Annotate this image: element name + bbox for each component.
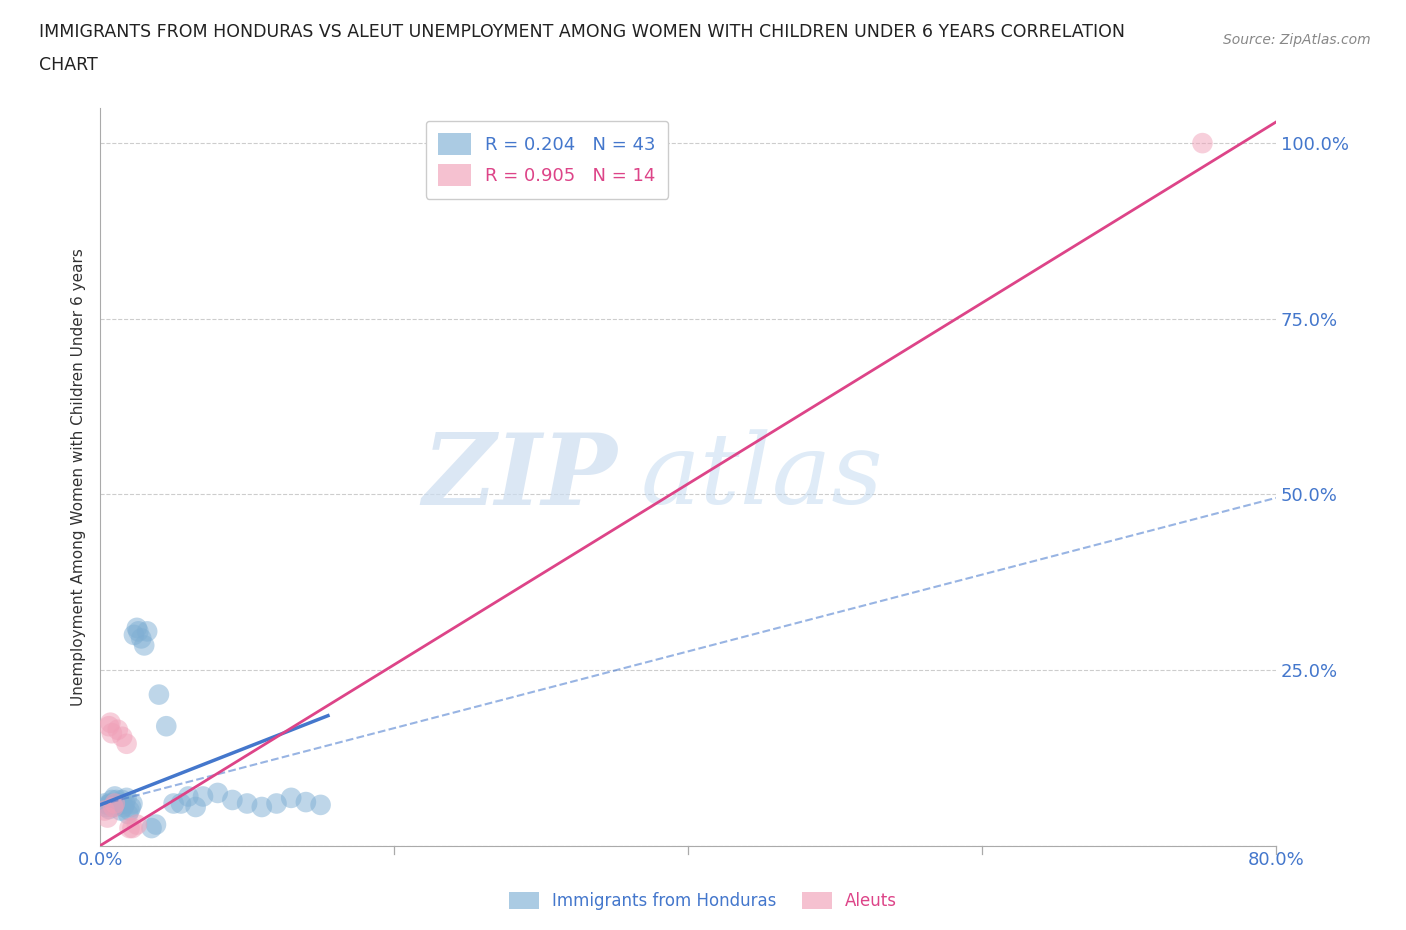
- Point: [93, 804, 115, 818]
- Point: [1191, 136, 1213, 151]
- Text: Source: ZipAtlas.com: Source: ZipAtlas.com: [1223, 33, 1371, 46]
- Text: CHART: CHART: [39, 56, 98, 73]
- Point: [118, 820, 141, 835]
- Legend: Immigrants from Honduras, Aleuts: Immigrants from Honduras, Aleuts: [502, 885, 904, 917]
- Point: [207, 786, 229, 801]
- Point: [115, 737, 138, 751]
- Point: [141, 820, 163, 835]
- Point: [107, 723, 129, 737]
- Point: [101, 792, 124, 807]
- Point: [110, 804, 132, 818]
- Text: IMMIGRANTS FROM HONDURAS VS ALEUT UNEMPLOYMENT AMONG WOMEN WITH CHILDREN UNDER 6: IMMIGRANTS FROM HONDURAS VS ALEUT UNEMPL…: [39, 23, 1125, 41]
- Point: [155, 719, 177, 734]
- Point: [120, 800, 142, 815]
- Point: [104, 796, 127, 811]
- Point: [115, 790, 138, 805]
- Point: [112, 800, 135, 815]
- Point: [100, 715, 122, 730]
- Point: [125, 817, 148, 832]
- Point: [97, 802, 120, 817]
- Point: [105, 792, 128, 807]
- Point: [250, 800, 273, 815]
- Point: [121, 796, 143, 811]
- Point: [121, 820, 143, 835]
- Point: [103, 800, 125, 815]
- Point: [118, 804, 141, 818]
- Point: [107, 796, 129, 811]
- Point: [309, 797, 332, 812]
- Point: [104, 789, 127, 804]
- Point: [177, 789, 200, 804]
- Point: [117, 806, 139, 821]
- Point: [221, 792, 243, 807]
- Point: [93, 796, 115, 811]
- Point: [134, 638, 156, 653]
- Point: [136, 624, 159, 639]
- Point: [295, 794, 318, 809]
- Y-axis label: Unemployment Among Women with Children Under 6 years: Unemployment Among Women with Children U…: [72, 248, 86, 706]
- Text: atlas: atlas: [641, 429, 884, 525]
- Point: [122, 628, 145, 643]
- Point: [280, 790, 302, 805]
- Point: [266, 796, 288, 811]
- Point: [101, 725, 124, 740]
- Point: [125, 620, 148, 635]
- Point: [236, 796, 259, 811]
- Point: [103, 800, 125, 815]
- Point: [96, 797, 118, 812]
- Point: [162, 796, 184, 811]
- Point: [184, 800, 207, 815]
- Point: [111, 792, 134, 807]
- Point: [148, 687, 170, 702]
- Point: [127, 624, 149, 639]
- Point: [114, 796, 136, 811]
- Point: [94, 800, 117, 815]
- Legend: R = 0.204   N = 43, R = 0.905   N = 14: R = 0.204 N = 43, R = 0.905 N = 14: [426, 121, 668, 199]
- Point: [129, 631, 152, 645]
- Point: [191, 789, 214, 804]
- Point: [108, 797, 131, 812]
- Point: [96, 810, 118, 825]
- Point: [111, 729, 134, 744]
- Point: [100, 796, 122, 811]
- Point: [97, 719, 120, 734]
- Point: [170, 796, 193, 811]
- Point: [145, 817, 167, 832]
- Text: ZIP: ZIP: [422, 429, 617, 525]
